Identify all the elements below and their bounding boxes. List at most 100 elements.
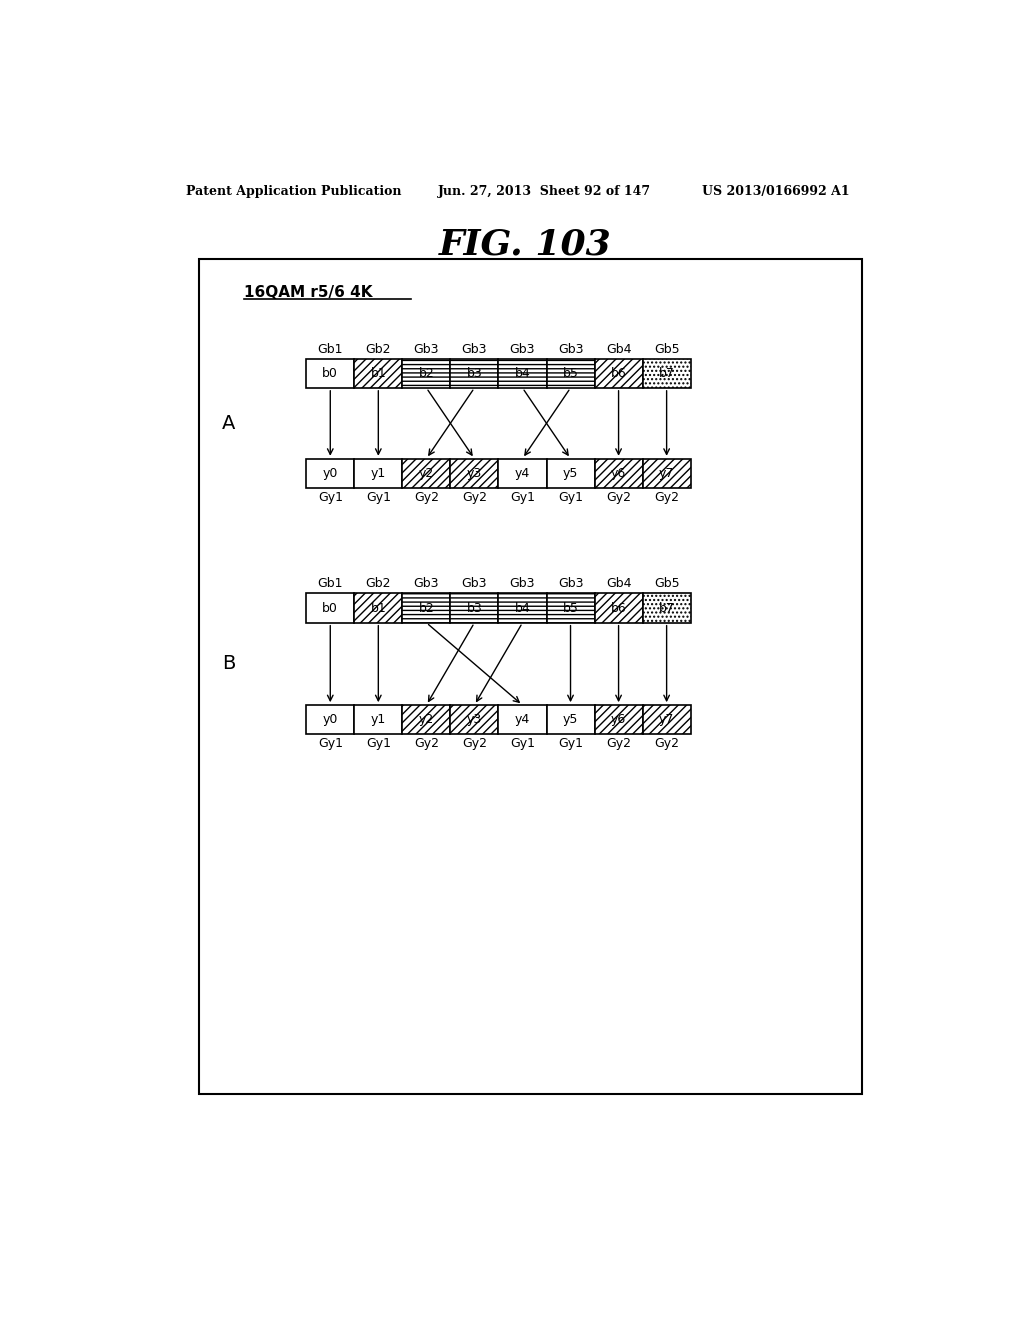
- Text: FIG. 103: FIG. 103: [438, 227, 611, 261]
- Text: Gy2: Gy2: [414, 491, 439, 504]
- Bar: [643, 705, 690, 734]
- Bar: [595, 359, 643, 388]
- Bar: [402, 359, 451, 388]
- Bar: [547, 594, 595, 623]
- Bar: [200, 259, 862, 1094]
- Text: b2: b2: [419, 367, 434, 380]
- Text: Gb1: Gb1: [317, 342, 343, 355]
- Text: b7: b7: [658, 367, 675, 380]
- Text: B: B: [222, 655, 236, 673]
- Text: Gy2: Gy2: [654, 738, 679, 751]
- Bar: [451, 705, 499, 734]
- Bar: [402, 705, 451, 734]
- Text: b0: b0: [323, 602, 338, 615]
- Text: Gb3: Gb3: [558, 342, 584, 355]
- Text: Gy1: Gy1: [510, 738, 535, 751]
- Text: b4: b4: [515, 367, 530, 380]
- Text: y5: y5: [563, 467, 579, 480]
- Text: b5: b5: [562, 602, 579, 615]
- Text: Gy1: Gy1: [366, 738, 391, 751]
- Bar: [451, 705, 499, 734]
- Bar: [643, 359, 690, 388]
- Bar: [499, 359, 547, 388]
- Bar: [354, 594, 402, 623]
- Bar: [547, 359, 595, 388]
- Bar: [595, 458, 643, 488]
- Text: y7: y7: [658, 713, 675, 726]
- Bar: [306, 458, 354, 488]
- Text: Gy2: Gy2: [654, 491, 679, 504]
- Bar: [354, 359, 402, 388]
- Text: y2: y2: [419, 713, 434, 726]
- Text: y3: y3: [467, 467, 482, 480]
- Bar: [451, 594, 499, 623]
- Text: Gb3: Gb3: [462, 342, 487, 355]
- Bar: [451, 458, 499, 488]
- Bar: [402, 594, 451, 623]
- Bar: [595, 458, 643, 488]
- Bar: [643, 594, 690, 623]
- Text: 16QAM r5/6 4K: 16QAM r5/6 4K: [245, 285, 373, 301]
- Bar: [499, 594, 547, 623]
- Text: Gb3: Gb3: [414, 577, 439, 590]
- Text: b4: b4: [515, 602, 530, 615]
- Text: b3: b3: [467, 367, 482, 380]
- Text: Gy2: Gy2: [606, 491, 631, 504]
- Text: y7: y7: [658, 467, 675, 480]
- Text: b1: b1: [371, 602, 386, 615]
- Bar: [595, 594, 643, 623]
- Bar: [499, 458, 547, 488]
- Text: Gb2: Gb2: [366, 577, 391, 590]
- Text: Gb3: Gb3: [462, 577, 487, 590]
- Text: y0: y0: [323, 713, 338, 726]
- Bar: [595, 705, 643, 734]
- Bar: [402, 458, 451, 488]
- Text: b5: b5: [562, 367, 579, 380]
- Bar: [595, 705, 643, 734]
- Bar: [451, 359, 499, 388]
- Bar: [451, 594, 499, 623]
- Text: Gb5: Gb5: [653, 577, 680, 590]
- Bar: [499, 359, 547, 388]
- Bar: [402, 458, 451, 488]
- Text: Gy2: Gy2: [462, 738, 487, 751]
- Bar: [306, 705, 354, 734]
- Bar: [354, 594, 402, 623]
- Bar: [643, 594, 690, 623]
- Bar: [547, 705, 595, 734]
- Bar: [643, 359, 690, 388]
- Text: Gy1: Gy1: [366, 491, 391, 504]
- Bar: [354, 359, 402, 388]
- Text: Gy2: Gy2: [606, 738, 631, 751]
- Bar: [547, 359, 595, 388]
- Text: y4: y4: [515, 467, 530, 480]
- Bar: [451, 458, 499, 488]
- Bar: [595, 359, 643, 388]
- Text: Gb3: Gb3: [510, 342, 536, 355]
- Text: b6: b6: [610, 602, 627, 615]
- Text: y0: y0: [323, 467, 338, 480]
- Text: Gb4: Gb4: [606, 577, 632, 590]
- Text: Jun. 27, 2013  Sheet 92 of 147: Jun. 27, 2013 Sheet 92 of 147: [438, 185, 651, 198]
- Bar: [595, 594, 643, 623]
- Bar: [354, 458, 402, 488]
- Bar: [643, 458, 690, 488]
- Text: b1: b1: [371, 367, 386, 380]
- Text: y6: y6: [611, 467, 627, 480]
- Text: Gb4: Gb4: [606, 342, 632, 355]
- Text: b6: b6: [610, 367, 627, 380]
- Text: Gy1: Gy1: [558, 738, 583, 751]
- Text: y6: y6: [611, 713, 627, 726]
- Bar: [402, 705, 451, 734]
- Bar: [402, 594, 451, 623]
- Text: Gy1: Gy1: [510, 491, 535, 504]
- Bar: [306, 594, 354, 623]
- Text: US 2013/0166992 A1: US 2013/0166992 A1: [701, 185, 849, 198]
- Text: y1: y1: [371, 467, 386, 480]
- Bar: [306, 359, 354, 388]
- Text: b2: b2: [419, 602, 434, 615]
- Text: Gb3: Gb3: [510, 577, 536, 590]
- Text: y3: y3: [467, 713, 482, 726]
- Bar: [643, 458, 690, 488]
- Text: Gb1: Gb1: [317, 577, 343, 590]
